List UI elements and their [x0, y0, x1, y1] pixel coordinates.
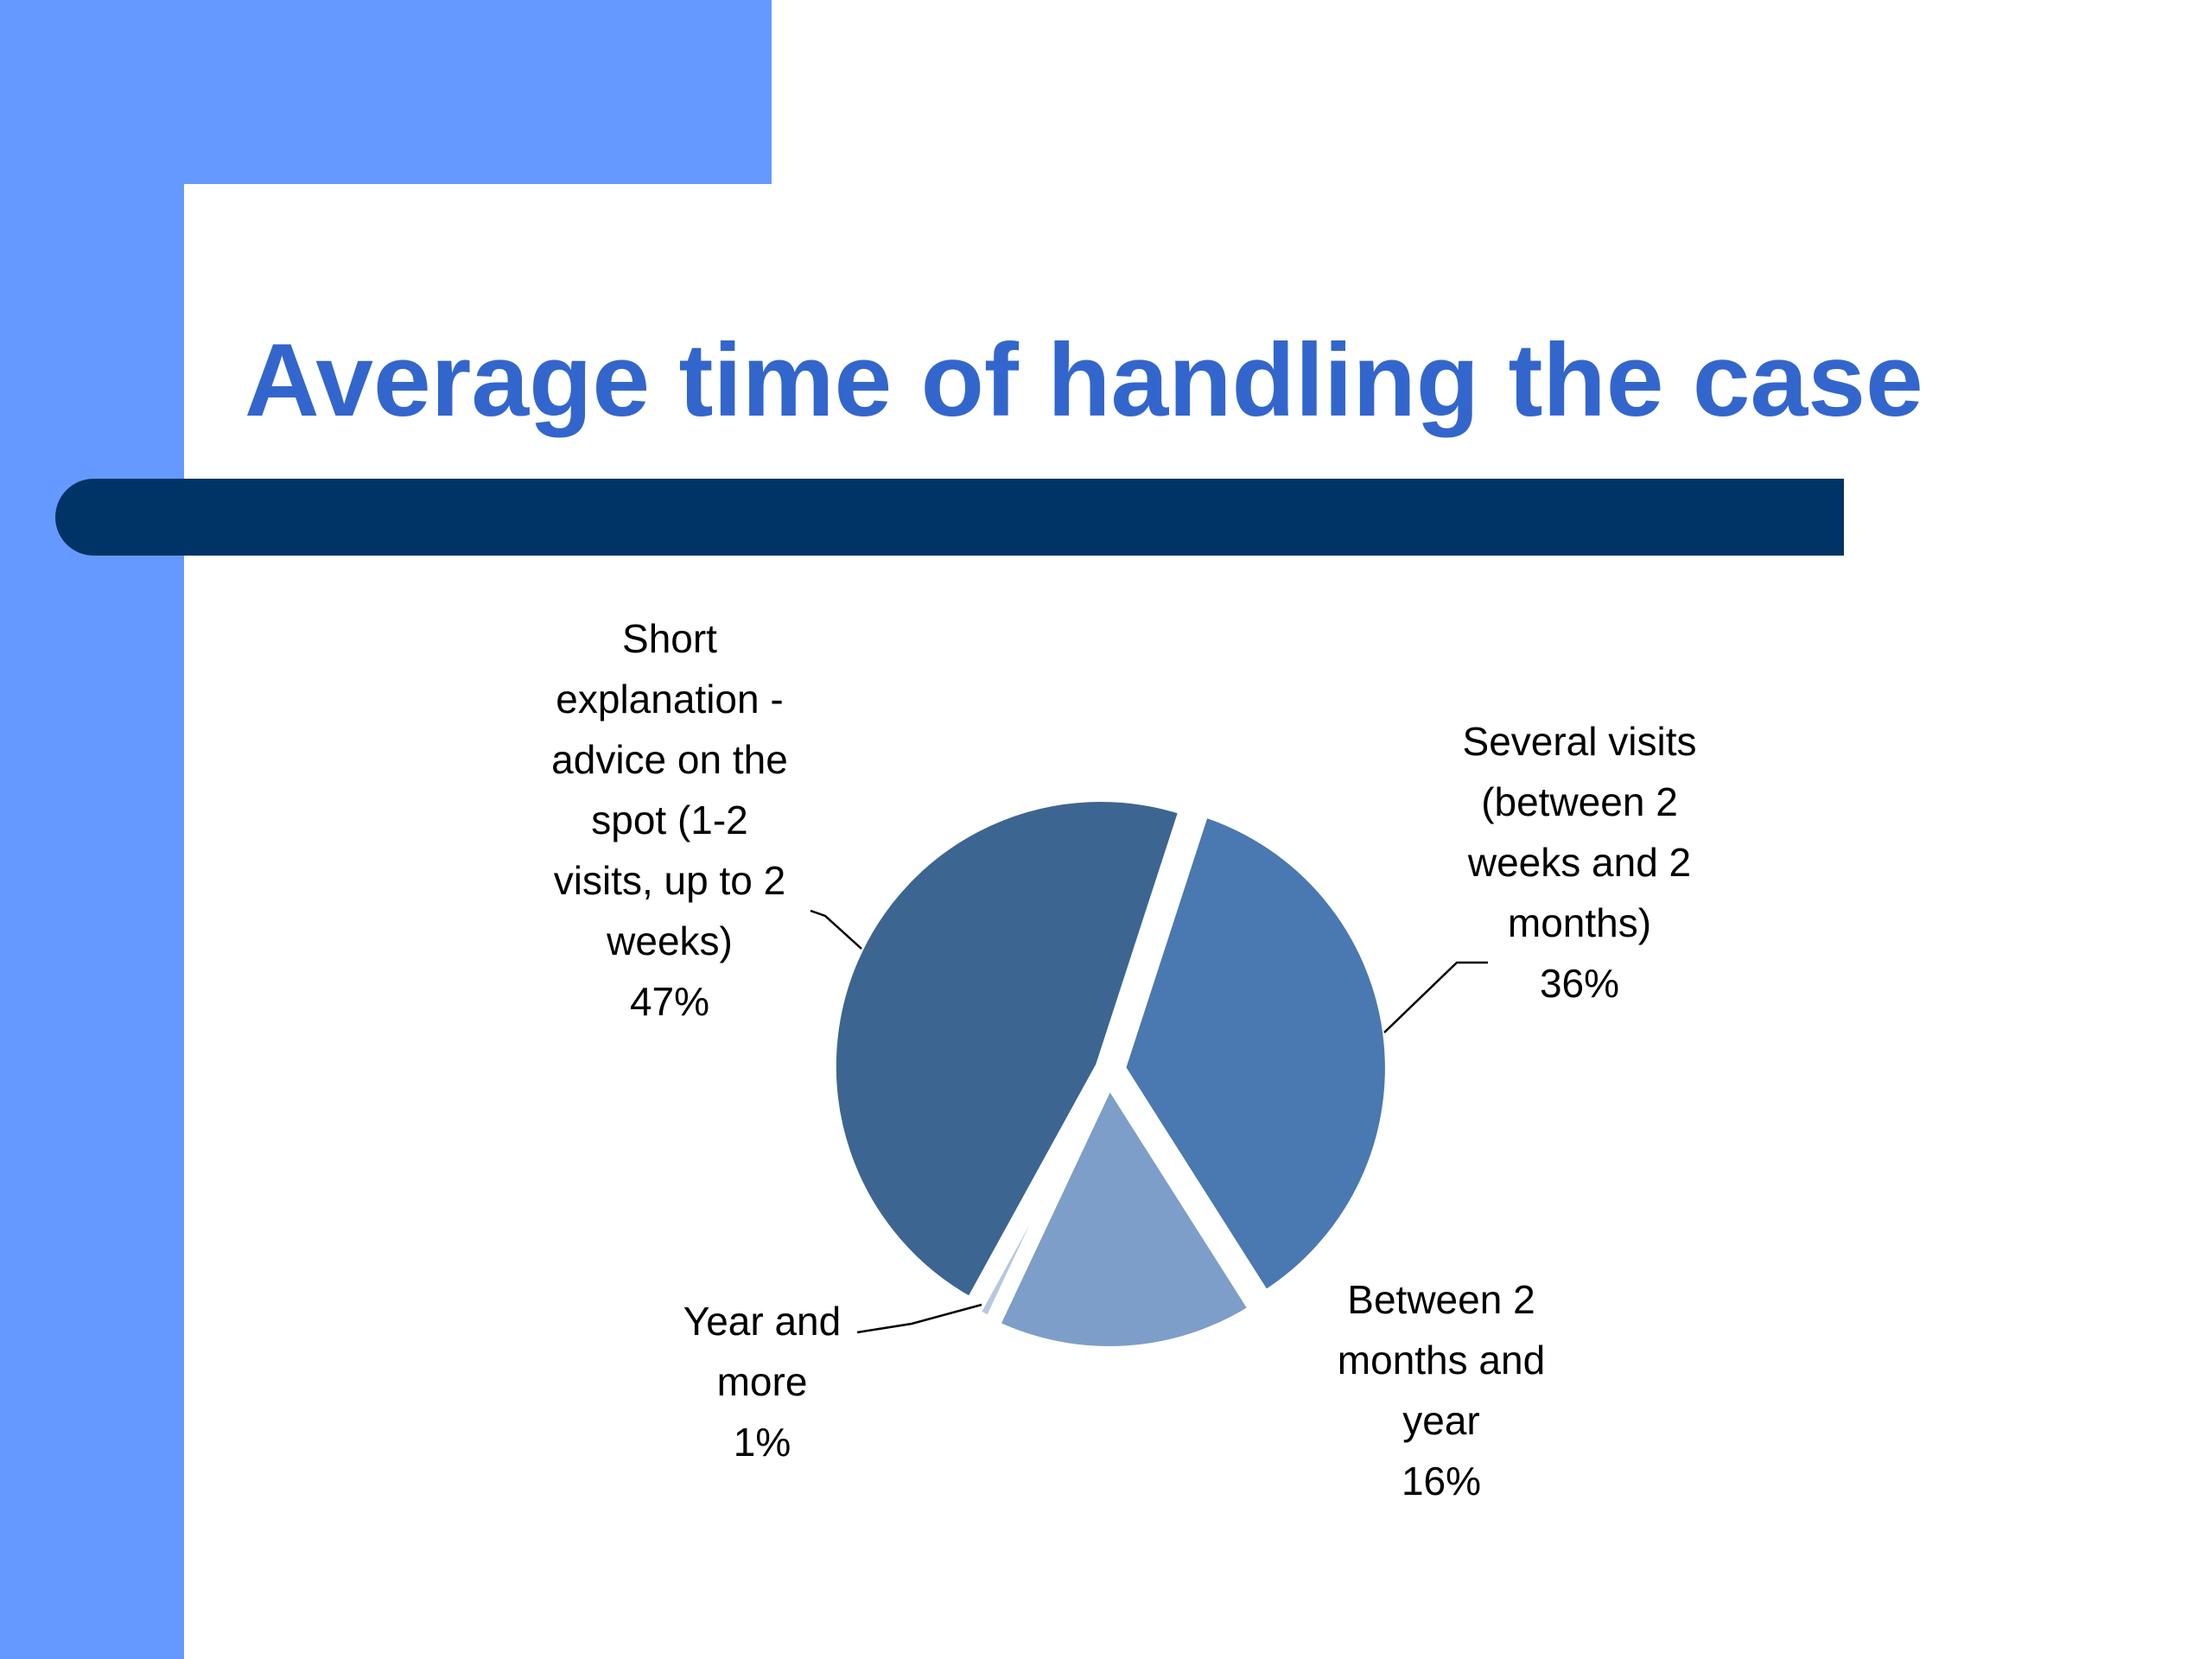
pie-slice [1115, 806, 1395, 1301]
data-label-line: explanation - [556, 677, 783, 721]
left-accent-band [0, 0, 184, 1659]
data-label-line: months and [1338, 1338, 1545, 1382]
data-label-line: year [1402, 1398, 1479, 1443]
data-label-value: 16% [1402, 1459, 1481, 1503]
leader-line [1383, 961, 1488, 1033]
pie-slice [989, 1076, 1260, 1357]
data-label-line: weeks and 2 [1467, 840, 1691, 885]
leader-line [810, 909, 862, 950]
data-label: Between 2 months and year 16% [1338, 1277, 1545, 1503]
data-label-line: Several visits [1463, 719, 1697, 764]
data-label-line: Between 2 [1347, 1277, 1535, 1322]
data-label-line: visits, up to 2 [554, 858, 785, 903]
data-label-line: months) [1508, 900, 1651, 945]
pie-slice [969, 1071, 1110, 1327]
slide-title: Average time of handling the case [245, 322, 1923, 438]
data-label-line: more [717, 1359, 808, 1404]
data-label-line: spot (1-2 [591, 798, 748, 842]
data-label: Several visits (between 2 weeks and 2 month… [1463, 719, 1697, 1006]
data-label: Year and more 1% [683, 1299, 841, 1465]
data-label-line: Year and [683, 1299, 841, 1344]
data-label-value: 47% [630, 979, 709, 1024]
data-label-line: weeks) [606, 918, 733, 963]
data-label: Short explanation - advice on the spot (1-2… [551, 616, 788, 1024]
data-label-line: Short [622, 616, 717, 661]
top-accent-band [0, 0, 772, 184]
leader-line [856, 1303, 982, 1334]
data-label-line: (between 2 [1481, 779, 1678, 824]
title-underline-bar [55, 479, 1844, 556]
data-label-value: 1% [734, 1420, 791, 1465]
pie-slice [825, 791, 1190, 1308]
data-label-value: 36% [1540, 961, 1619, 1006]
data-label-line: advice on the [551, 737, 788, 782]
